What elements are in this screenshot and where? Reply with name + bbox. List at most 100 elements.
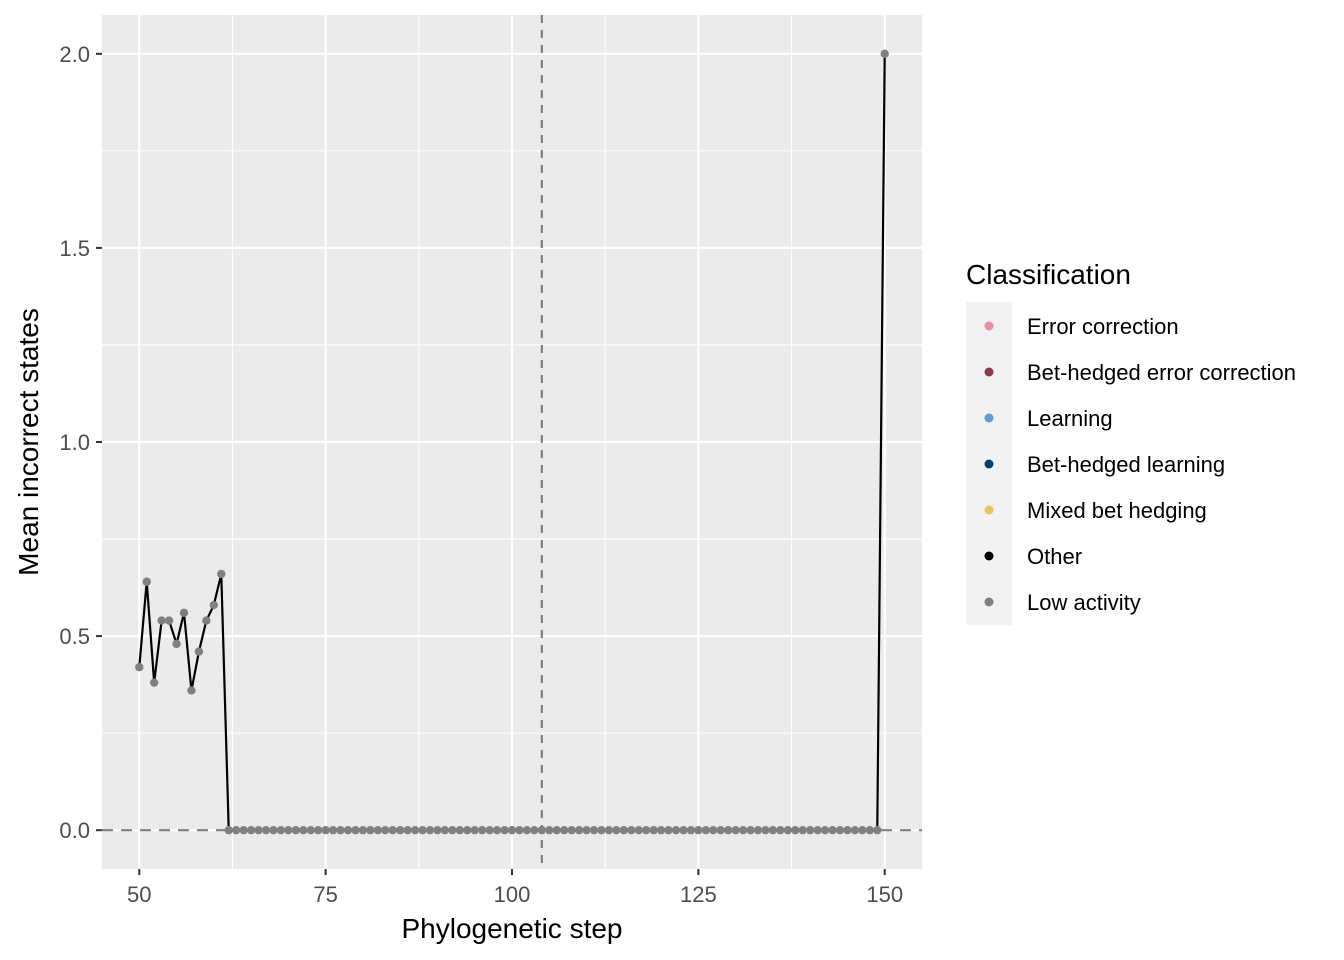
legend-label: Learning [1027,406,1113,431]
legend-items: Error correction Bet-hedged error correct… [984,314,1296,615]
data-point [530,825,539,835]
data-point [716,825,725,835]
data-point [537,825,547,835]
data-point [686,825,696,835]
data-point [254,825,263,835]
data-point [858,825,867,835]
data-point [723,825,733,835]
data-point [641,825,651,835]
legend: Classification Error correction Bet-hedge… [966,259,1296,625]
data-point [366,825,375,835]
x-tick-label: 75 [313,882,337,907]
y-tick-label: 2.0 [59,42,90,67]
legend-label: Mixed bet hedging [1027,498,1207,523]
data-point [351,825,360,835]
legend-key [984,505,994,515]
x-tick-label: 125 [680,882,717,907]
data-point [440,825,450,835]
data-point [873,825,882,835]
data-point [135,662,144,672]
data-point [343,825,353,835]
x-tick-label: 150 [866,882,903,907]
y-tick-label: 1.0 [59,430,90,455]
data-point [224,825,233,835]
y-tick-label: 0.5 [59,624,90,649]
data-point [470,825,479,835]
data-point [313,825,323,835]
data-point [559,825,569,835]
x-tick-label: 100 [494,882,531,907]
data-point [291,825,301,835]
data-point [805,825,815,835]
data-point [567,825,576,835]
data-point [843,825,852,835]
legend-key [984,413,994,423]
data-point [299,825,308,835]
data-point [507,825,517,835]
data-point [239,825,248,835]
data-point [455,825,465,835]
data-point [164,616,174,625]
y-axis-ticks: 0.0 0.5 1.0 1.5 2.0 [59,42,102,843]
data-point [358,825,368,835]
data-point [328,825,338,835]
data-point [880,49,889,59]
data-point [813,825,822,835]
data-point [776,825,785,835]
data-point [373,825,383,835]
x-axis-title: Phylogenetic step [401,913,622,944]
x-axis-ticks: 50 75 100 125 150 [127,869,903,907]
data-point [381,825,390,835]
data-point [865,825,875,835]
data-point [261,825,271,835]
data-point [403,825,412,835]
data-point [649,825,658,835]
data-point [395,825,405,835]
data-point [597,825,606,835]
data-point [746,825,755,835]
data-point [701,825,711,835]
data-point [231,825,241,835]
data-point [187,686,196,695]
data-point [850,825,860,835]
legend-label: Bet-hedged learning [1027,452,1225,477]
data-point [388,825,397,835]
data-point [433,825,442,835]
data-point [783,825,793,835]
data-point [709,825,718,835]
data-point [284,825,293,835]
data-point [835,825,845,835]
data-point [671,825,681,835]
data-point [142,577,151,586]
y-tick-label: 0.0 [59,818,90,843]
data-point [492,825,502,835]
data-point [627,825,636,835]
data-point [425,825,435,835]
data-point [738,825,748,835]
legend-key [984,321,994,331]
legend-title: Classification [966,259,1131,290]
data-point [761,825,770,835]
data-point [791,825,800,835]
data-point [463,825,472,835]
legend-label: Bet-hedged error correction [1027,360,1296,385]
y-tick-label: 1.5 [59,236,90,261]
data-point [589,825,599,835]
data-point [679,825,688,835]
data-point [336,825,345,835]
data-point [522,825,532,835]
x-tick-label: 50 [127,882,151,907]
legend-key [984,459,994,469]
data-point [179,608,189,617]
data-point [694,825,703,835]
data-point [202,616,211,625]
data-point [656,825,666,835]
data-point [582,825,591,835]
legend-key [984,551,994,561]
data-point [448,825,457,835]
data-point [276,825,286,835]
data-point [619,825,629,835]
data-point [798,825,807,835]
data-point [217,569,226,579]
data-points [135,49,889,835]
